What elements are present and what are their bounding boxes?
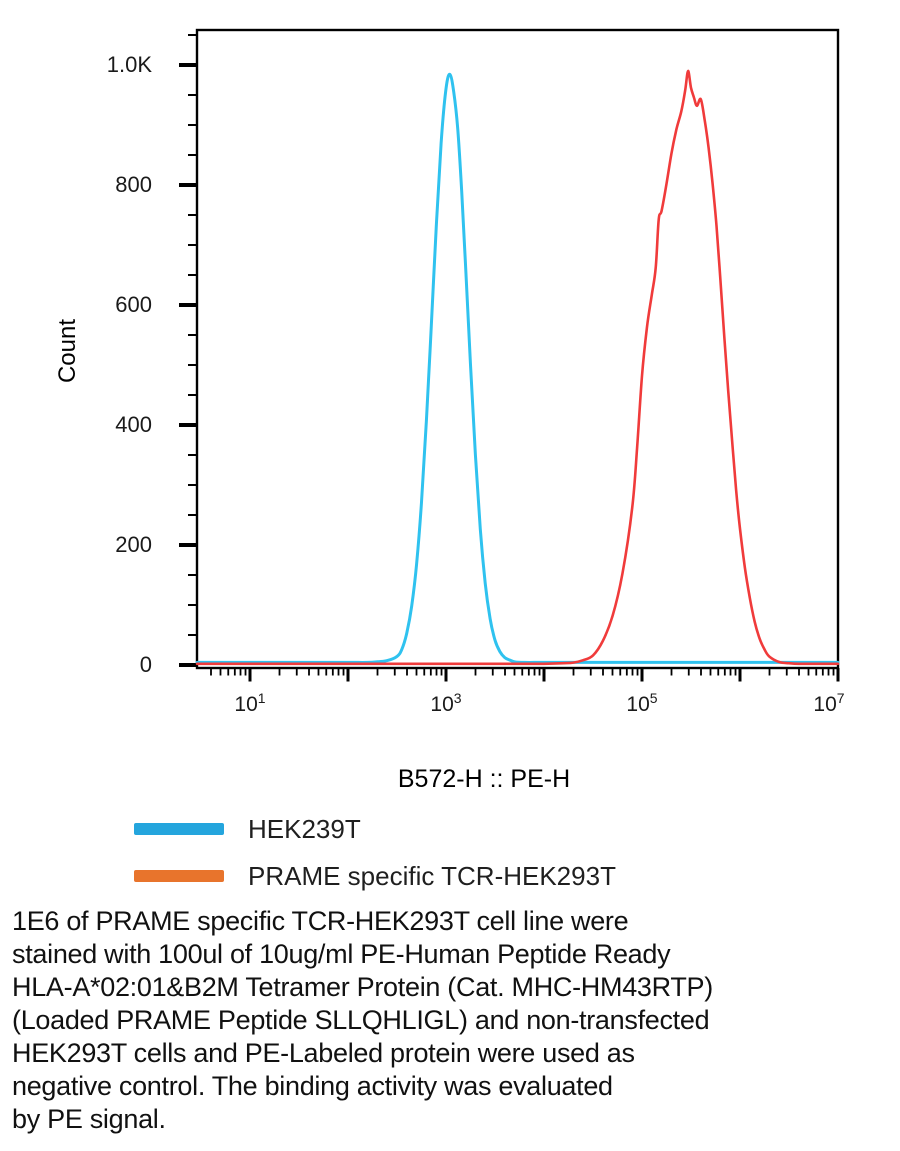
- x-tick-exponent: 1: [257, 690, 266, 706]
- legend-swatch-hek239t: [134, 823, 224, 835]
- y-tick-label-0: 0: [139, 652, 152, 677]
- legend-item-prame-tcr-hek293t: PRAME specific TCR-HEK293T: [134, 860, 616, 891]
- legend-label-prame-tcr-hek293t: PRAME specific TCR-HEK293T: [248, 860, 616, 891]
- x-tick-mantissa: 10: [234, 693, 258, 716]
- plot-frame: [195, 28, 840, 670]
- y-tick-label-800: 800: [115, 172, 152, 197]
- legend-item-hek239t: HEK239T: [134, 813, 361, 844]
- x-tick-mantissa: 10: [626, 693, 650, 716]
- figure-caption: 1E6 of PRAME specific TCR-HEK293T cell l…: [12, 906, 713, 1134]
- y-tick-label-1.0K: 1.0K: [106, 52, 152, 77]
- x-tick-mantissa: 10: [430, 693, 454, 716]
- legend-label-hek239t: HEK239T: [248, 813, 361, 844]
- y-tick-label-200: 200: [115, 532, 152, 557]
- x-tick-exponent: 5: [649, 690, 658, 706]
- x-tick-exponent: 7: [836, 690, 845, 706]
- flow-histogram-plot: [179, 28, 840, 682]
- x-tick-exponent: 3: [453, 690, 462, 706]
- x-tick-mantissa: 10: [813, 693, 837, 716]
- x-tick-label-10e1: 101: [220, 690, 280, 724]
- x-tick-label-10e3: 103: [416, 690, 476, 724]
- y-tick-label-600: 600: [115, 292, 152, 317]
- legend-swatch-prame-tcr-hek293t: [134, 870, 224, 882]
- x-tick-label-10e7: 107: [799, 690, 859, 724]
- histogram-curve-tcr-hek293t: [195, 69, 840, 666]
- x-axis-title: B572-H :: PE-H: [397, 765, 571, 793]
- histogram-curve-negative-control: [195, 72, 840, 664]
- x-tick-label-10e5: 105: [612, 690, 672, 724]
- y-tick-label-400: 400: [115, 412, 152, 437]
